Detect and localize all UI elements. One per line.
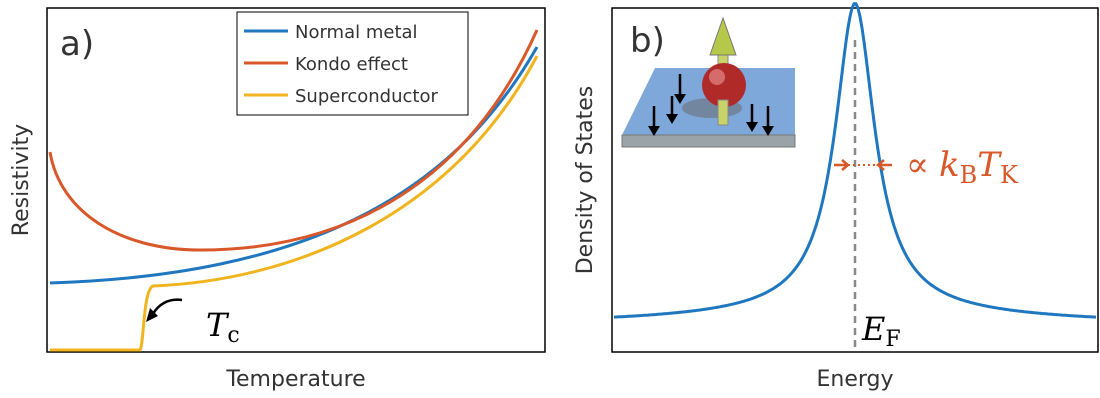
panel-label: a) [60, 24, 94, 64]
kondo-curve [48, 29, 539, 252]
panel-b: b) Density of States Energy [573, 2, 1099, 392]
surface-side [621, 134, 796, 148]
tc-arrow [151, 298, 183, 315]
x-axis-title: Energy [816, 367, 893, 392]
impurity-highlight [709, 69, 725, 85]
legend: Normal metal Kondo effect Superconductor [236, 11, 469, 116]
plot-frame [46, 7, 546, 353]
tc-arrowhead [146, 308, 158, 322]
tc-label: Tc [206, 306, 240, 348]
fermi-label: EF [861, 310, 901, 352]
x-axis-title: Temperature [225, 367, 365, 392]
legend-label: Superconductor [295, 86, 438, 107]
panel-label: b) [630, 21, 665, 61]
kondo-inset [621, 16, 796, 148]
legend-label: Kondo effect [295, 54, 408, 75]
spin-heads [648, 94, 774, 136]
superconductor-curve [50, 55, 539, 352]
y-axis-title: Density of States [573, 86, 598, 275]
panel-a: a) Resistivity Temperature Tc Normal met… [9, 7, 546, 392]
legend-label: Normal metal [295, 22, 418, 43]
width-arrow-left [834, 159, 850, 171]
y-axis-title: Resistivity [9, 124, 34, 236]
spin-cone [709, 16, 737, 56]
plot-frame [611, 7, 1099, 353]
width-label: ∝ kBTK [906, 145, 1019, 189]
width-arrow-right [876, 159, 892, 171]
spin-shaft-lower [717, 99, 729, 126]
dos-curve [613, 2, 1097, 319]
